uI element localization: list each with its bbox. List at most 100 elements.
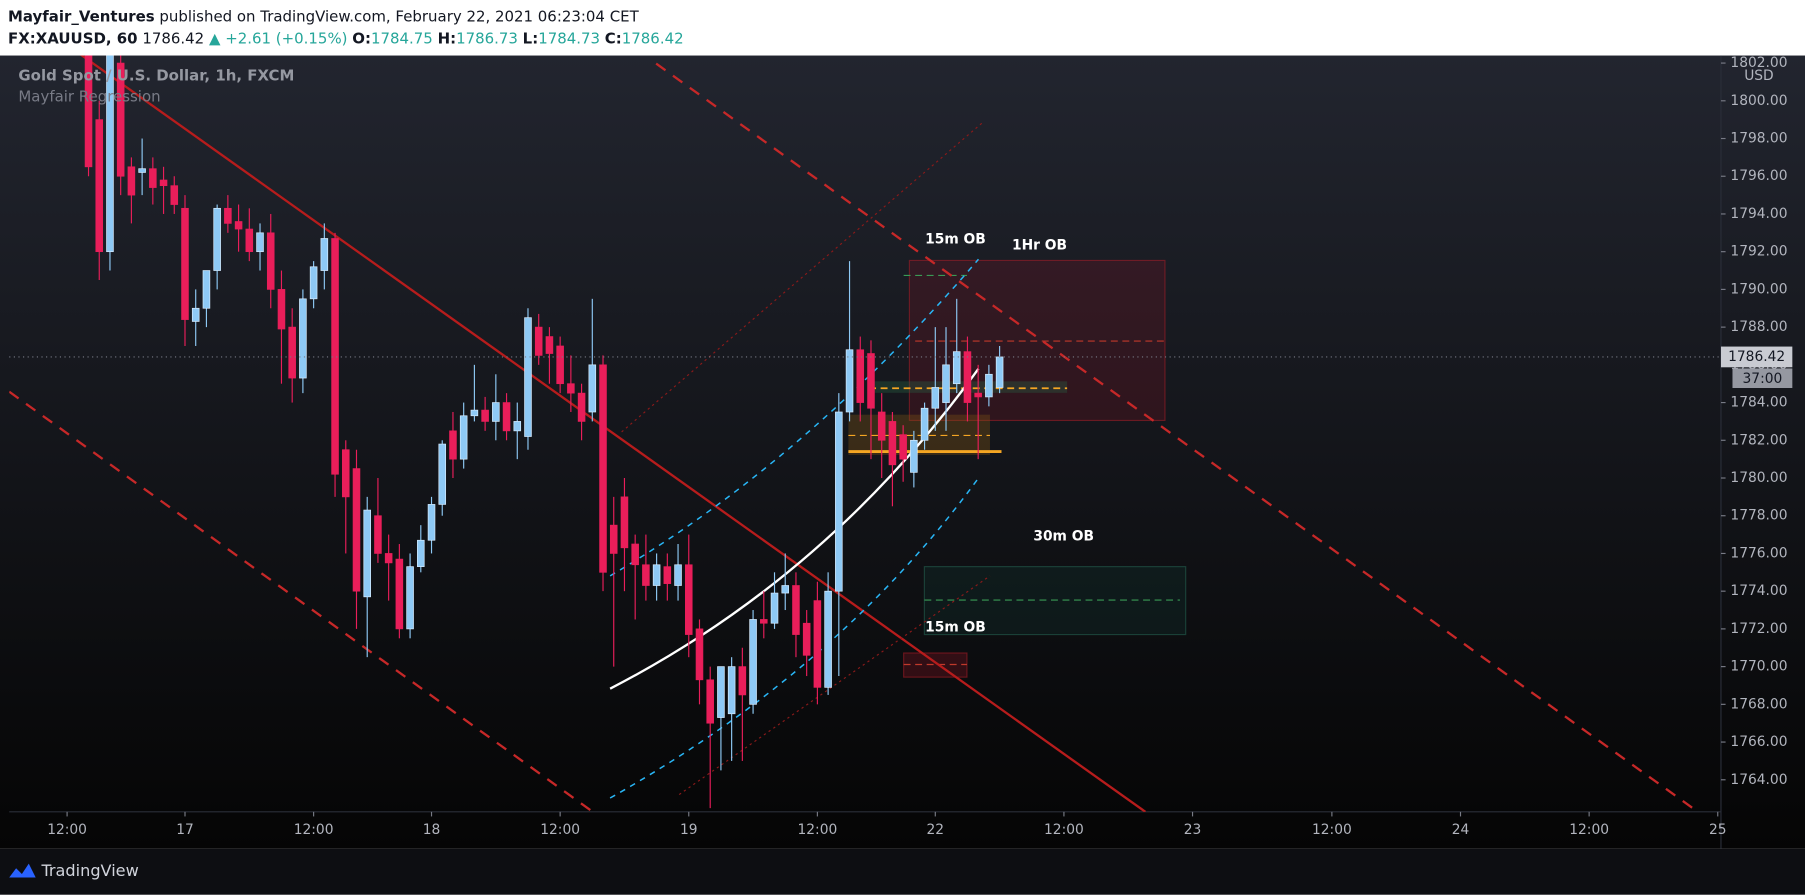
change: ▲ +2.61 (+0.15%)	[209, 29, 348, 47]
candle-body	[341, 449, 350, 498]
candle-body	[577, 392, 586, 422]
candle-body	[116, 62, 125, 177]
x-tick-label: 18	[423, 822, 441, 838]
x-tick-label: 25	[1709, 822, 1727, 838]
candle-body	[245, 228, 254, 253]
candle-body	[995, 356, 1004, 388]
candle-body	[170, 185, 179, 205]
y-tick-label: 1766.00	[1730, 734, 1787, 750]
last-price-tag	[1720, 346, 1793, 368]
candle-body	[459, 415, 468, 460]
candle-body	[534, 326, 543, 356]
candle-body	[674, 564, 682, 586]
candle-body	[856, 349, 865, 403]
candle-body	[588, 364, 597, 413]
trend-line	[9, 390, 594, 812]
header-bar	[0, 0, 1805, 56]
symbol-line: FX:XAUUSD, 60 1786.42 ▲ +2.61 (+0.15%) O…	[8, 29, 684, 47]
candle-body	[888, 421, 897, 466]
candle-body	[877, 411, 886, 441]
candle-body	[942, 364, 950, 403]
candle-body	[159, 179, 168, 187]
candle-body	[384, 553, 393, 564]
ohlc-label: L:	[523, 29, 539, 47]
candle-body	[781, 585, 790, 594]
candle-body	[738, 666, 747, 696]
candle-body	[556, 345, 564, 385]
candle-body	[770, 592, 779, 624]
trend-line	[655, 62, 1699, 812]
candle-body	[567, 383, 575, 394]
regression-band	[609, 258, 980, 577]
y-tick-label: 1768.00	[1730, 696, 1787, 712]
candle-body	[84, 55, 93, 168]
candle-body	[299, 298, 307, 379]
candle-body	[684, 564, 693, 635]
y-tick-label: 1776.00	[1730, 545, 1787, 561]
candle-body	[652, 564, 661, 586]
symbol: FX:XAUUSD, 60	[8, 29, 138, 47]
candle-body	[835, 411, 843, 592]
candle-body	[706, 679, 714, 724]
candle-body	[545, 336, 554, 354]
candle-body	[620, 496, 629, 549]
candle-body	[277, 289, 286, 330]
candle-body	[395, 558, 404, 630]
author: Mayfair_Ventures	[8, 7, 155, 25]
candle-body	[288, 326, 296, 379]
candle-body	[449, 430, 457, 460]
y-tick-label: 1772.00	[1730, 621, 1787, 637]
ohlc-value: 1784.75	[371, 29, 433, 47]
candle-body	[191, 307, 200, 322]
y-tick-label: 1792.00	[1730, 244, 1787, 260]
drawings	[9, 55, 1699, 812]
x-tick-label: 17	[176, 822, 194, 838]
regression-bound	[678, 575, 991, 796]
ohlc-label: O:	[352, 29, 371, 47]
y-tick-label: 1796.00	[1730, 168, 1787, 184]
y-tick-label: 1798.00	[1730, 131, 1787, 147]
candle-body	[202, 270, 211, 309]
candle-body	[631, 543, 639, 566]
x-tick-label: 24	[1452, 822, 1470, 838]
annotation: 15m OB	[925, 620, 986, 636]
ohlc-label: C:	[605, 29, 622, 47]
candle-body	[406, 566, 414, 630]
candle-body	[106, 55, 114, 253]
candle-body	[127, 166, 136, 196]
regression-line	[609, 367, 980, 690]
y-tick-label: 1788.00	[1730, 319, 1787, 335]
y-tick-label: 1782.00	[1730, 432, 1787, 448]
candle-body	[95, 119, 104, 253]
candle-body	[363, 509, 371, 598]
candle-body	[867, 353, 875, 409]
annotation: 30m OB	[1033, 529, 1094, 545]
y-tick-label: 1790.00	[1730, 281, 1787, 297]
candle-body	[760, 619, 768, 624]
annotation: 15m OB	[925, 232, 986, 248]
x-tick-label: 12:00	[1044, 822, 1084, 838]
y-tick-label: 1784.00	[1730, 395, 1787, 411]
logo	[9, 863, 36, 878]
candle-body	[470, 409, 479, 417]
x-tick-label: 12:00	[1312, 822, 1352, 838]
header-line: Mayfair_Ventures published on TradingVie…	[8, 7, 640, 25]
ob-box	[903, 652, 968, 678]
y-unit: USD	[1744, 68, 1773, 84]
chart-subtitle: Mayfair Regression	[18, 87, 160, 105]
candle-body	[663, 566, 672, 584]
candle-body	[899, 434, 907, 460]
candle-body	[963, 351, 972, 403]
y-tick-label: 1778.00	[1730, 508, 1787, 524]
candle-body	[985, 373, 993, 398]
y-tick-label: 1802.00	[1730, 55, 1787, 71]
x-tick-label: 19	[680, 822, 698, 838]
candle-body	[727, 666, 736, 715]
candle-body	[352, 468, 361, 592]
candle-body	[309, 266, 318, 300]
candle-body	[138, 168, 146, 173]
y-tick-label: 1764.00	[1730, 772, 1787, 788]
last: 1786.42	[142, 29, 204, 47]
chart-title: Gold Spot / U.S. Dollar, 1h, FXCM	[18, 67, 294, 85]
